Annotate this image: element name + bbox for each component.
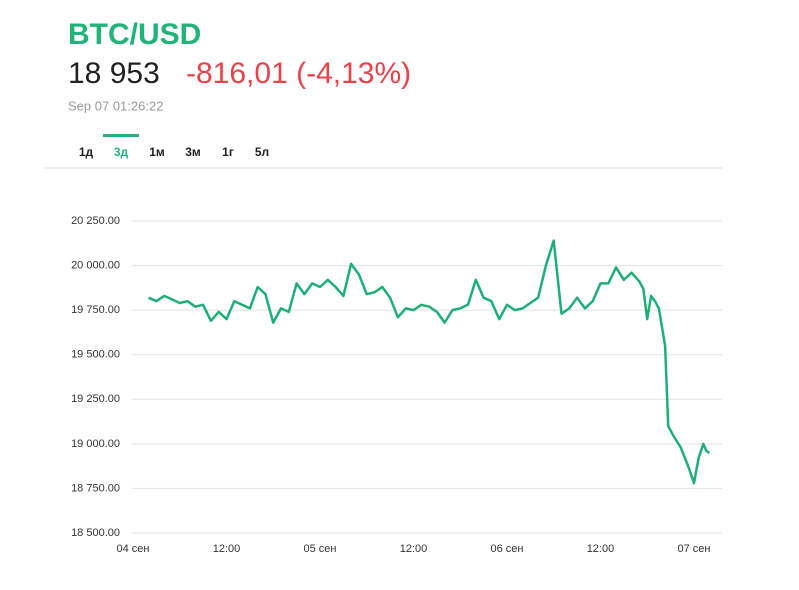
price-line: [148, 239, 711, 485]
x-tick-label: 05 сен: [303, 543, 336, 555]
x-tick-label: 12:00: [400, 543, 428, 555]
y-tick-label: 19 000.00: [71, 438, 120, 450]
range-tab[interactable]: 1м: [149, 145, 165, 159]
range-tab[interactable]: 3м: [185, 145, 201, 159]
active-tab-indicator: [103, 134, 139, 137]
x-tick-label: 04 сен: [117, 543, 150, 555]
y-tick-label: 20 000.00: [71, 259, 120, 271]
change: -816,01 (-4,13%): [186, 57, 411, 90]
range-tab[interactable]: 5л: [255, 145, 269, 159]
timestamp: Sep 07 01:26:22: [68, 98, 163, 113]
y-tick-label: 19 750.00: [71, 304, 120, 316]
range-tab[interactable]: 1д: [79, 145, 94, 159]
price: 18 953: [68, 57, 160, 90]
x-tick-label: 06 сен: [490, 543, 523, 555]
y-tick-label: 19 250.00: [71, 393, 120, 405]
range-tab[interactable]: 3д: [114, 145, 129, 159]
x-tick-label: 12:00: [213, 543, 241, 555]
x-tick-label: 12:00: [587, 543, 615, 555]
y-tick-label: 20 250.00: [71, 215, 120, 227]
symbol: BTC/USD: [68, 18, 201, 51]
y-tick-label: 18 750.00: [71, 482, 120, 494]
y-tick-label: 18 500.00: [71, 527, 120, 539]
x-tick-label: 07 сен: [677, 543, 710, 555]
y-tick-label: 19 500.00: [71, 349, 120, 361]
range-tab[interactable]: 1г: [222, 145, 234, 159]
